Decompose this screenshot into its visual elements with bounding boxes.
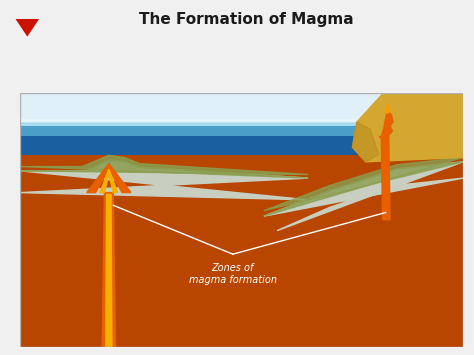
Text: The Formation of Magma: The Formation of Magma	[139, 12, 354, 27]
Polygon shape	[16, 19, 39, 37]
